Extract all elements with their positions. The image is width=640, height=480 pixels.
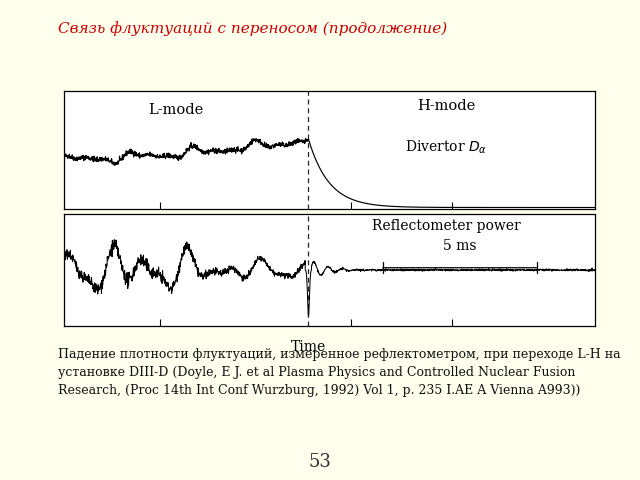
- Text: Reflectometer power: Reflectometer power: [372, 219, 521, 233]
- Text: Divertor $D_{\alpha}$: Divertor $D_{\alpha}$: [405, 139, 488, 156]
- Text: L-mode: L-mode: [148, 103, 203, 117]
- Text: Связь флуктуаций с переносом (продолжение): Связь флуктуаций с переносом (продолжени…: [58, 22, 447, 36]
- Text: 5 ms: 5 ms: [443, 239, 477, 253]
- Text: Падение плотности флуктуаций, измеренное рефлектометром, при переходе L-H на: Падение плотности флуктуаций, измеренное…: [58, 348, 620, 361]
- Text: установке DIII-D (Doyle, E J. et al Plasma Physics and Controlled Nuclear Fusion: установке DIII-D (Doyle, E J. et al Plas…: [58, 366, 575, 379]
- Text: H-mode: H-mode: [417, 99, 476, 113]
- Text: Time: Time: [291, 340, 326, 354]
- Text: 53: 53: [308, 453, 332, 471]
- Text: Research, (Proc 14th Int Conf Wurzburg, 1992) Vol 1, p. 235 I.AE A Vienna A993)): Research, (Proc 14th Int Conf Wurzburg, …: [58, 384, 580, 397]
